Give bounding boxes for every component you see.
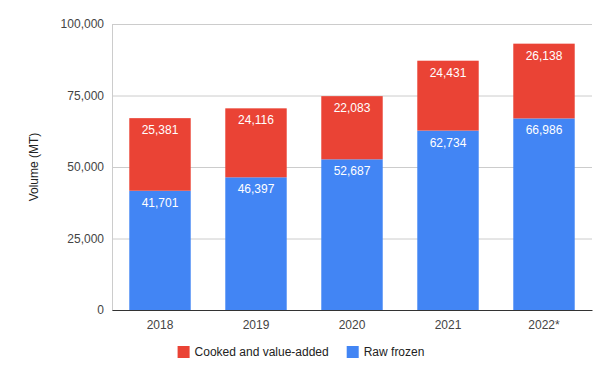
x-tick: 2020 xyxy=(339,310,366,332)
x-tick-label: 2019 xyxy=(243,318,270,332)
plot: 0 25,000 50,000 75,000 100,000 41,701 46,397 52… xyxy=(61,17,593,331)
bar-segment xyxy=(417,61,478,131)
x-tick: 2018 xyxy=(147,310,174,332)
x-tick-label: 2022* xyxy=(528,318,560,332)
x-tick-label: 2021 xyxy=(435,318,462,332)
x-tick: 2022* xyxy=(528,310,560,332)
data-label: 66,986 xyxy=(526,123,563,137)
bar-segment xyxy=(129,191,190,310)
bar-segment xyxy=(225,177,286,310)
legend-label: Cooked and value-added xyxy=(195,345,329,359)
x-axis: 2018 2019 2020 2021 2022* xyxy=(113,310,593,332)
data-label: 24,116 xyxy=(238,113,274,127)
legend: Cooked and value-added Raw frozen xyxy=(178,345,425,359)
legend-label: Raw frozen xyxy=(364,345,425,359)
grid-line xyxy=(112,24,592,25)
y-tick-label: 50,000 xyxy=(67,160,104,174)
data-label: 46,397 xyxy=(238,182,275,196)
data-label: 24,431 xyxy=(430,66,467,80)
legend-swatch xyxy=(178,346,190,358)
bars xyxy=(129,44,574,310)
data-label: 25,381 xyxy=(142,123,179,137)
y-axis-title: Volume (MT) xyxy=(27,133,41,202)
bar-segment xyxy=(417,131,478,310)
data-label: 62,734 xyxy=(430,136,467,150)
y-tick: 100,000 xyxy=(61,17,592,31)
y-tick-label: 100,000 xyxy=(61,17,105,31)
bar-segment xyxy=(321,159,382,310)
chart: 0 25,000 50,000 75,000 100,000 41,701 46,397 52… xyxy=(0,0,602,372)
x-tick-label: 2020 xyxy=(339,318,366,332)
data-label: 52,687 xyxy=(334,164,371,178)
series-bars xyxy=(129,44,574,191)
y-axis: 0 25,000 50,000 75,000 100,000 xyxy=(61,17,592,317)
data-labels: 41,701 46,397 52,687 62,734 66,986 25,381 24,1… xyxy=(142,49,563,210)
bar-segment xyxy=(513,44,574,119)
data-label: 22,083 xyxy=(334,101,371,115)
bar-segment xyxy=(129,118,190,191)
y-tick-label: 75,000 xyxy=(67,89,104,103)
y-axis-line xyxy=(113,25,593,311)
legend-item: Raw frozen xyxy=(347,345,425,359)
legend-swatch xyxy=(347,346,359,358)
bar-segment xyxy=(321,96,382,159)
bar-segment xyxy=(513,118,574,310)
data-label: 26,138 xyxy=(526,49,563,63)
y-tick-label: 0 xyxy=(97,303,104,317)
x-tick: 2021 xyxy=(435,310,462,332)
legend-item: Cooked and value-added xyxy=(178,345,329,359)
x-tick-label: 2018 xyxy=(147,318,174,332)
bar-segment xyxy=(225,108,286,177)
y-tick-label: 25,000 xyxy=(67,232,104,246)
x-axis-line xyxy=(113,310,593,311)
x-tick: 2019 xyxy=(243,310,270,332)
grid-line xyxy=(112,310,592,311)
data-label: 41,701 xyxy=(142,196,179,210)
